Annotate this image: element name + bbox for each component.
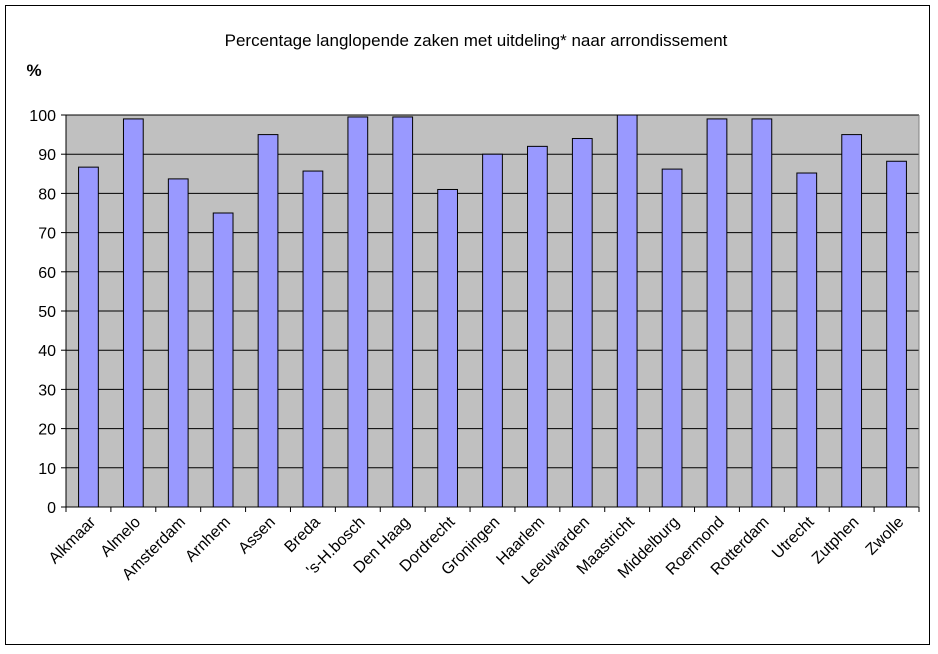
axes [61, 114, 920, 512]
x-tick-label: Breda [282, 514, 324, 556]
x-tick-label: Alkmaar [46, 513, 100, 567]
bar-utrecht [796, 172, 818, 508]
bar-assen [257, 134, 279, 508]
bar-roermond [706, 118, 728, 508]
x-tick-label: Zutphen [809, 514, 863, 568]
x-tick-label: Assen [235, 514, 278, 557]
bar-haarlem [527, 145, 548, 508]
bar-leeuwarden [571, 138, 593, 508]
bar-alkmaar [78, 166, 99, 508]
y-tick-label: 70 [38, 226, 56, 243]
y-tick-labels: 0 10 20 30 40 50 60 70 80 90 100 [29, 108, 56, 517]
bar-zutphen [841, 134, 863, 508]
chart-title: Percentage langlopende zaken met uitdeli… [225, 31, 728, 50]
y-tick-label: 80 [38, 186, 56, 203]
bar-breda [302, 170, 324, 508]
x-tick-label: Arnhem [182, 514, 234, 566]
bar-dordrecht [437, 188, 458, 508]
bar-maastricht [616, 114, 638, 508]
bar-zwolle [886, 160, 907, 508]
bar-amsterdam [167, 178, 189, 508]
y-tick-label: 30 [38, 382, 56, 399]
y-tick-label: 20 [38, 422, 56, 439]
bar-groningen [482, 153, 503, 508]
y-tick-label: 100 [29, 108, 56, 125]
bar-almelo [122, 118, 144, 508]
y-tick-label: 60 [38, 265, 56, 282]
bar-arnhem [212, 212, 234, 508]
bar--s-h-bosch [347, 116, 369, 508]
bar-rotterdam [751, 118, 773, 508]
bar-middelburg [661, 168, 683, 508]
bar-den-haag [392, 116, 414, 508]
y-tick-label: 50 [38, 304, 56, 321]
y-tick-label: 90 [38, 147, 56, 164]
x-tick-label: Zwolle [863, 514, 908, 559]
y-tick-label: 10 [38, 461, 56, 478]
bars [78, 114, 907, 508]
y-tick-label: 40 [38, 343, 56, 360]
y-axis-label: % [26, 61, 41, 80]
y-tick-label: 0 [47, 500, 56, 517]
